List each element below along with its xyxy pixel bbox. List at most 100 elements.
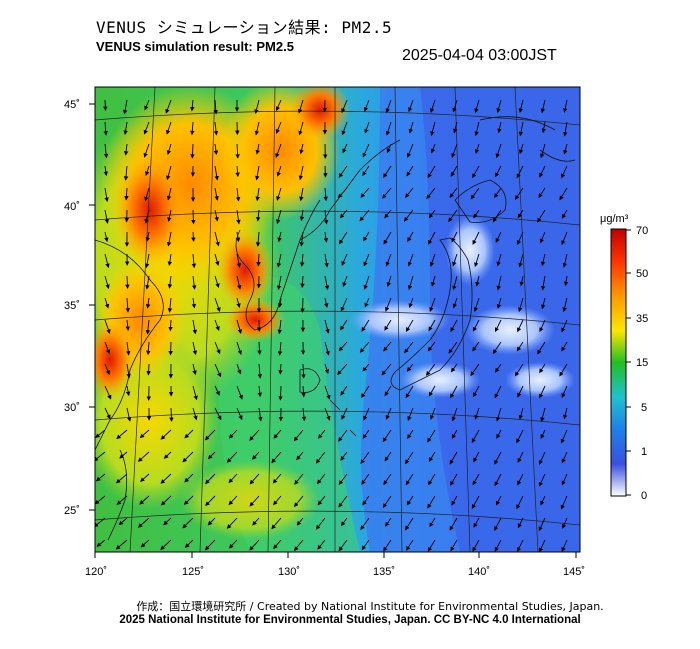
wind-arrow [204, 429, 216, 441]
wind-arrow [167, 275, 173, 289]
wind-arrow [192, 363, 197, 376]
wind-arrow [405, 517, 414, 531]
wind-arrow [145, 231, 150, 242]
wind-arrow [383, 473, 392, 486]
wind-arrow [563, 143, 568, 155]
wind-arrow [184, 539, 194, 549]
wind-arrow [494, 385, 502, 399]
wind-arrow [255, 231, 261, 247]
wind-arrow [118, 517, 128, 526]
wind-arrow [451, 429, 458, 439]
wind-arrow [448, 341, 458, 354]
wind-arrow [425, 363, 436, 376]
wind-arrow [255, 143, 260, 155]
wind-arrow [226, 451, 238, 463]
wind-arrow [561, 451, 568, 464]
wind-arrow [95, 517, 106, 528]
wind-arrow [293, 495, 304, 508]
title-japanese: VENUS シミュレーション結果: PM2.5 [96, 18, 393, 37]
wind-arrow [473, 209, 480, 219]
wind-arrow [451, 143, 458, 158]
wind-arrow [561, 165, 568, 179]
wind-arrow [516, 341, 524, 352]
wind-arrow [299, 143, 304, 155]
wind-arrow [538, 451, 546, 465]
wind-arrow [236, 319, 242, 334]
wind-arrow [363, 231, 370, 242]
wind-arrow [276, 187, 282, 201]
wind-arrow [514, 363, 524, 377]
wind-arrow [272, 473, 282, 484]
wind-arrow [473, 297, 480, 313]
wind-arrow [104, 319, 111, 334]
wind-arrow [167, 297, 173, 313]
wind-arrow [496, 99, 502, 113]
wind-arrow [560, 495, 568, 510]
wind-arrow [430, 143, 436, 154]
wind-arrow [192, 407, 198, 421]
wind-arrow [160, 473, 172, 484]
wind-arrow [125, 297, 130, 313]
wind-arrow [104, 231, 109, 243]
wind-arrow [362, 429, 370, 439]
wind-arrow [213, 99, 219, 115]
wind-arrow [518, 253, 524, 268]
wind-arrow [406, 165, 414, 177]
wind-vectors [95, 99, 569, 552]
wind-arrow [518, 407, 524, 420]
wind-arrow [190, 99, 195, 112]
wind-arrow [95, 451, 106, 462]
wind-arrow [364, 297, 370, 308]
wind-arrow [453, 121, 458, 134]
wind-arrow [537, 209, 546, 223]
wind-arrow [407, 231, 414, 242]
wind-arrow [382, 495, 392, 509]
wind-arrow [449, 517, 458, 531]
wind-arrow [191, 231, 196, 242]
wind-arrow [95, 473, 106, 482]
wind-arrow [452, 275, 458, 291]
wind-arrow [494, 517, 502, 531]
wind-arrow [382, 187, 392, 199]
wind-arrow [404, 341, 414, 354]
wind-arrow [323, 209, 329, 225]
wind-arrow [214, 187, 219, 201]
wind-arrow [540, 253, 546, 267]
wind-arrow [519, 143, 524, 155]
wind-arrow [323, 231, 329, 243]
wind-arrow [492, 209, 502, 223]
wind-arrow [140, 473, 150, 482]
wind-arrow [256, 253, 261, 267]
colorbar-tick: 1 [641, 446, 647, 458]
wind-arrow [474, 407, 480, 420]
wind-arrow [213, 143, 219, 156]
wind-arrow [406, 143, 414, 158]
wind-arrow [561, 209, 568, 219]
wind-arrow [381, 363, 392, 376]
wind-arrow [562, 297, 568, 313]
wind-arrow [427, 341, 436, 352]
wind-arrow [104, 363, 110, 376]
wind-arrow [452, 297, 458, 309]
wind-arrow [168, 341, 173, 356]
wind-arrow [519, 275, 525, 287]
wind-arrow [384, 319, 392, 331]
wind-arrow [323, 187, 328, 202]
wind-arrow [340, 385, 348, 396]
lon-label: 120˚ [85, 566, 107, 578]
wind-arrow [473, 451, 480, 463]
wind-arrow [301, 407, 307, 422]
wind-arrow [431, 275, 436, 287]
wind-arrow [103, 99, 108, 111]
wind-arrow [561, 341, 568, 352]
wind-arrow [146, 341, 151, 356]
wind-arrow [360, 451, 370, 465]
wind-arrow [145, 165, 150, 176]
wind-arrow [563, 275, 569, 287]
wind-arrow [539, 385, 546, 399]
wind-arrow [116, 495, 128, 505]
wind-arrow [324, 385, 331, 400]
wind-arrow [317, 495, 326, 506]
lat-label: 25˚ [64, 505, 80, 517]
wind-arrow [471, 429, 480, 444]
